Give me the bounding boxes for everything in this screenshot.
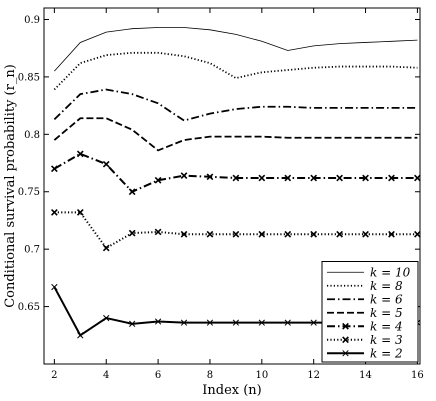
legend-entry: k = 2 [327, 346, 403, 360]
data-point [206, 319, 214, 326]
data-point [388, 230, 395, 238]
series-line [53, 88, 418, 122]
data-point [388, 174, 395, 182]
legend-box [321, 261, 419, 363]
x-tick-label: 6 [155, 370, 161, 381]
legend-entry: k = 4 [327, 319, 403, 333]
series-line [53, 51, 418, 91]
series-4 [53, 117, 418, 152]
data-point [342, 350, 349, 357]
data-point [232, 174, 240, 182]
x-tick-label: 8 [207, 370, 213, 381]
x-axis-label: Index (n) [202, 383, 262, 398]
data-point [362, 174, 369, 182]
data-point [154, 176, 162, 184]
data-point [284, 230, 292, 238]
series-2 [53, 51, 418, 91]
data-point [154, 228, 162, 236]
x-tick-label: 4 [103, 370, 109, 381]
data-point [206, 230, 214, 238]
legend-entry: k = 3 [327, 333, 403, 347]
data-point [102, 160, 110, 168]
data-point [232, 319, 240, 326]
legend-label: k = 2 [370, 346, 403, 360]
legend-label: k = 5 [370, 306, 403, 320]
series-line [53, 152, 418, 193]
data-point [103, 314, 110, 322]
data-point [336, 174, 343, 182]
legend-entry: k = 8 [327, 279, 403, 293]
x-axis: 2 4 6 8 10 12 14 16 [51, 8, 424, 381]
data-point [310, 319, 317, 326]
data-point [284, 319, 291, 326]
data-point [77, 332, 84, 339]
data-point [129, 320, 136, 327]
data-point [232, 230, 240, 238]
data-point [414, 230, 421, 238]
y-axis-label: Conditional survival probability (r_n) [3, 64, 18, 308]
legend-label: k = 8 [370, 279, 403, 293]
x-tick-label: 2 [51, 370, 57, 381]
data-point [51, 283, 58, 291]
plot-area [43, 7, 421, 365]
y-axis: 0.65 0.7 0.75 0.8 0.85 0.9 [18, 15, 420, 313]
y-tick-label: 0.75 [18, 187, 40, 198]
data-point [310, 230, 318, 238]
data-point [206, 173, 214, 181]
legend-entry: k = 6 [327, 292, 403, 306]
y-tick-label: 0.85 [18, 72, 40, 83]
legend-label: k = 3 [370, 333, 403, 347]
series-line [54, 211, 418, 250]
data-point [336, 230, 343, 238]
data-point [102, 244, 110, 252]
data-point [76, 209, 84, 216]
x-tick-label: 16 [411, 370, 424, 381]
data-point [284, 174, 292, 182]
data-point [128, 229, 136, 237]
data-point [258, 230, 266, 238]
data-point [180, 319, 188, 326]
data-point [51, 209, 58, 216]
series-5 [51, 150, 421, 196]
y-tick-label: 0.8 [24, 130, 40, 141]
legend-label: k = 4 [370, 319, 403, 333]
y-tick-label: 0.65 [18, 302, 40, 313]
data-point [180, 230, 188, 238]
x-tick-label: 12 [307, 370, 320, 381]
y-tick-label: 0.7 [24, 245, 40, 256]
legend-entry: k = 10 [327, 265, 411, 279]
legend-entry: k = 5 [327, 306, 403, 320]
series-3 [53, 88, 418, 122]
series-6 [51, 209, 421, 252]
x-tick-label: 10 [255, 370, 268, 381]
series-1 [54, 27, 418, 72]
data-point [342, 322, 349, 330]
data-point [414, 174, 421, 182]
legend-label: k = 10 [370, 265, 411, 279]
legend-label: k = 6 [370, 292, 403, 306]
data-point [258, 174, 266, 182]
series-line [53, 117, 418, 152]
legend: k = 10k = 8k = 6k = 5k = 4k = 3k = 2 [321, 261, 419, 363]
y-tick-label: 0.9 [24, 15, 40, 26]
x-tick-label: 14 [359, 370, 372, 381]
x-axis-label-main: Index (n) [202, 383, 262, 398]
data-point [310, 174, 318, 182]
data-point [362, 230, 369, 238]
data-point [154, 318, 162, 325]
series-line [54, 27, 418, 72]
data-point [51, 165, 58, 173]
data-point [342, 336, 349, 344]
data-point [128, 188, 136, 196]
data-point [258, 319, 265, 326]
data-point [76, 150, 84, 158]
data-point [180, 172, 188, 180]
